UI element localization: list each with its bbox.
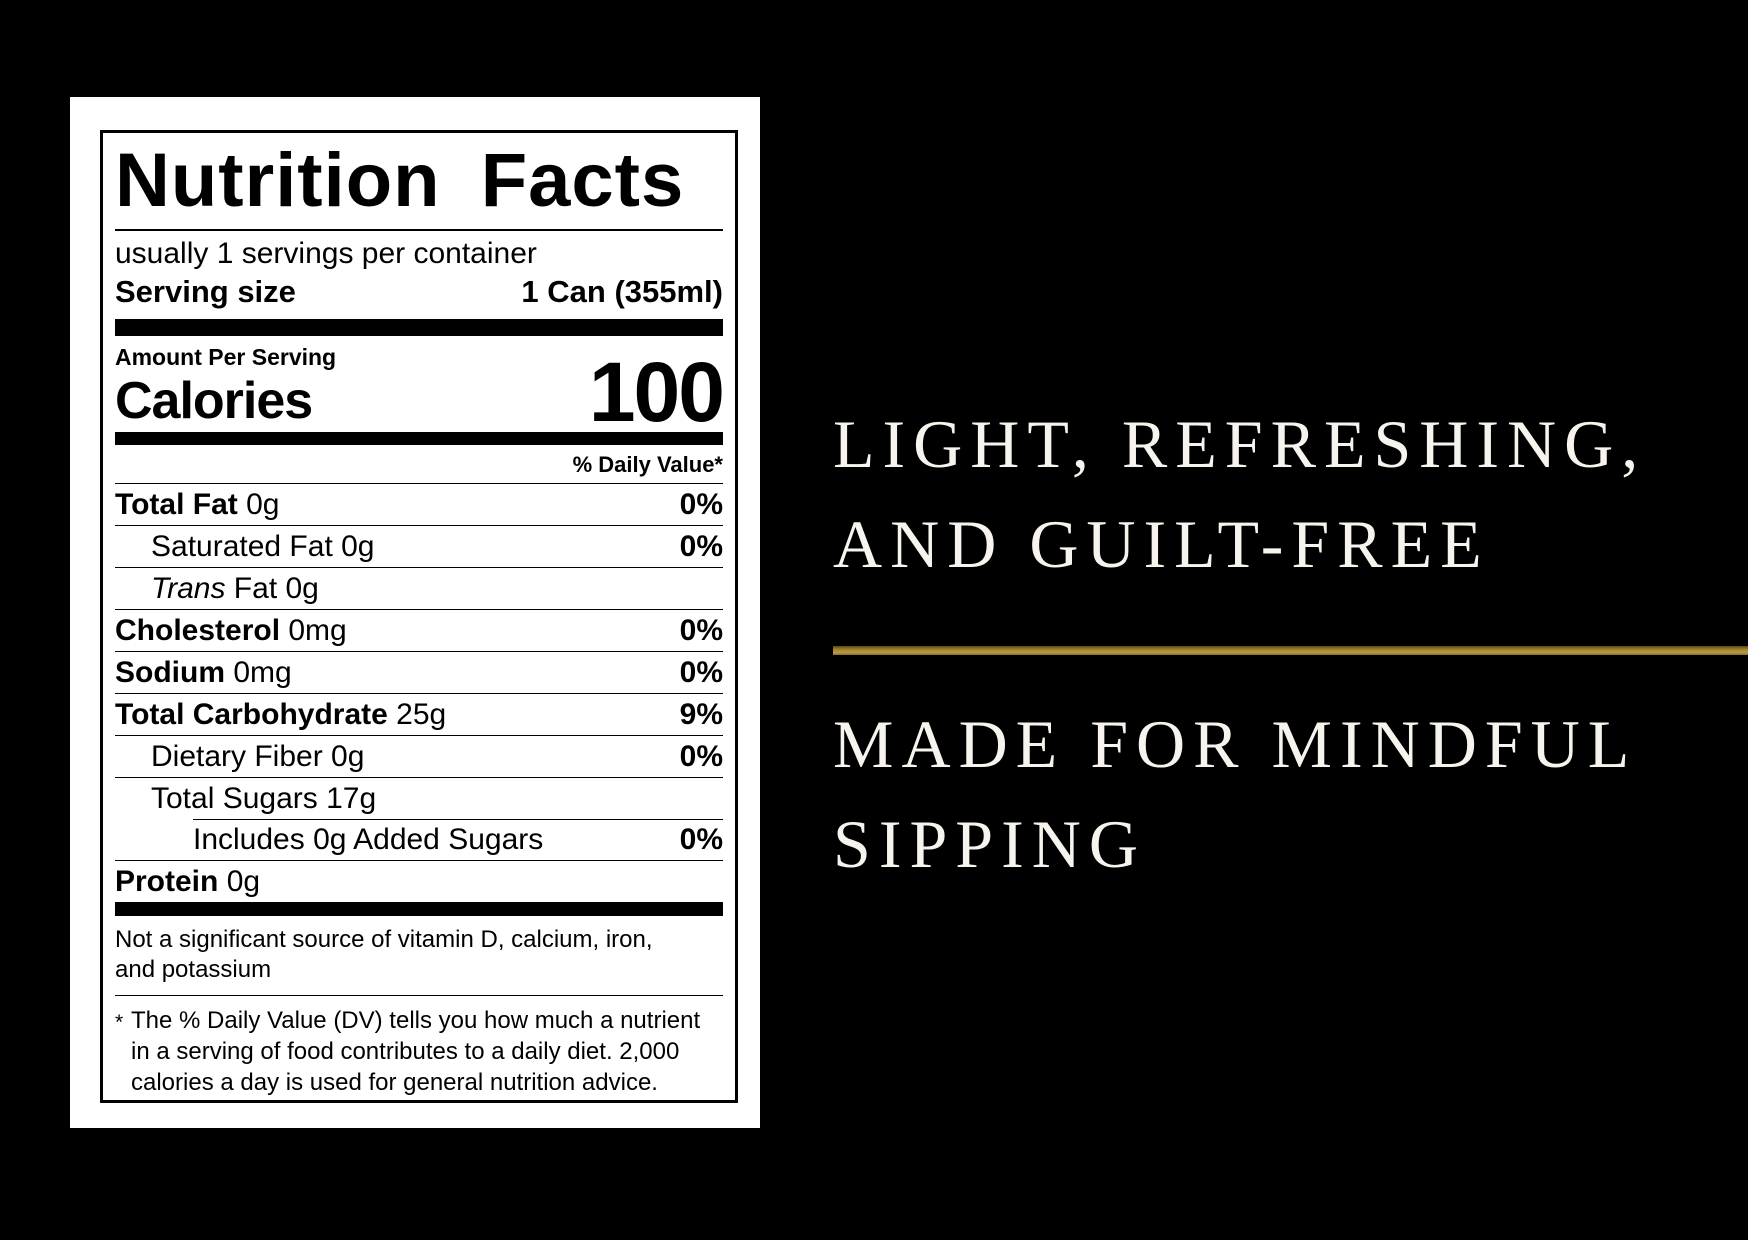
servings-per-container: usually 1 servings per container [115, 237, 537, 270]
daily-value-percent: 0% [679, 823, 723, 856]
nutrient-row-saturated-fat: Saturated Fat 0g 0% [115, 525, 723, 567]
nutrient-row-dietary-fiber: Dietary Fiber 0g 0% [115, 735, 723, 777]
label-title: Nutrition Facts [115, 135, 723, 231]
thick-divider-bar [115, 319, 723, 336]
calories-label: Calories [115, 372, 313, 430]
daily-value-percent: 0% [679, 740, 723, 773]
footnote-text: The % Daily Value (DV) tells you how muc… [131, 1007, 701, 1096]
tagline-bottom-line1: MADE FOR MINDFUL [833, 706, 1638, 782]
calories-value: 100 [588, 345, 725, 439]
medium-divider-bar [115, 432, 723, 445]
nutrient-row-added-sugars: Includes 0g Added Sugars 0% [115, 819, 723, 860]
nutrition-label: Nutrition Facts usually 1 servings per c… [100, 130, 738, 1103]
amount-per-serving-label: Amount Per Serving [115, 344, 337, 370]
tagline-top-line2: AND GUILT-FREE [833, 506, 1490, 582]
nutrient-row-total-carbohydrate: Total Carbohydrate 25g 9% [115, 693, 723, 735]
daily-value-percent: 0% [679, 530, 723, 563]
nutrition-label-panel: Nutrition Facts usually 1 servings per c… [70, 97, 760, 1128]
bottom-thick-divider-bar [115, 902, 723, 916]
tagline-top: LIGHT, REFRESHING, AND GUILT-FREE [833, 394, 1646, 594]
nutrient-row-sodium: Sodium 0mg 0% [115, 651, 723, 693]
nutrient-rows: Total Fat 0g 0% Saturated Fat 0g 0% Tran… [115, 484, 723, 902]
tagline-top-line1: LIGHT, REFRESHING, [833, 406, 1647, 482]
serving-size-label: Serving size [115, 274, 296, 309]
daily-value-footnote: * The % Daily Value (DV) tells you how m… [115, 996, 723, 1098]
nutrient-row-trans-fat: Trans Fat 0g [115, 567, 723, 609]
nutrient-row-total-fat: Total Fat 0g 0% [115, 488, 723, 521]
daily-value-percent: 0% [679, 488, 723, 521]
nutrient-row-protein: Protein 0g [115, 860, 723, 902]
calories-section: Amount Per Serving Calories 100 [115, 336, 725, 439]
serving-size-row: Serving size 1 Can (355ml) [115, 271, 723, 319]
daily-value-percent: 0% [679, 656, 723, 689]
serving-size-value: 1 Can (355ml) [521, 274, 723, 309]
tagline-bottom: MADE FOR MINDFUL SIPPING [833, 694, 1637, 894]
footnote-asterisk: * [115, 1011, 124, 1034]
daily-value-header: % Daily Value* [115, 445, 723, 484]
nutrient-row-cholesterol: Cholesterol 0mg 0% [115, 609, 723, 651]
insignificant-nutrients-note: Not a significant source of vitamin D, c… [115, 916, 723, 996]
nutrient-row-total-sugars: Total Sugars 17g [115, 777, 723, 819]
gold-divider-line [833, 646, 1748, 655]
daily-value-percent: 9% [679, 698, 723, 731]
daily-value-percent: 0% [679, 614, 723, 647]
tagline-bottom-line2: SIPPING [833, 806, 1146, 882]
